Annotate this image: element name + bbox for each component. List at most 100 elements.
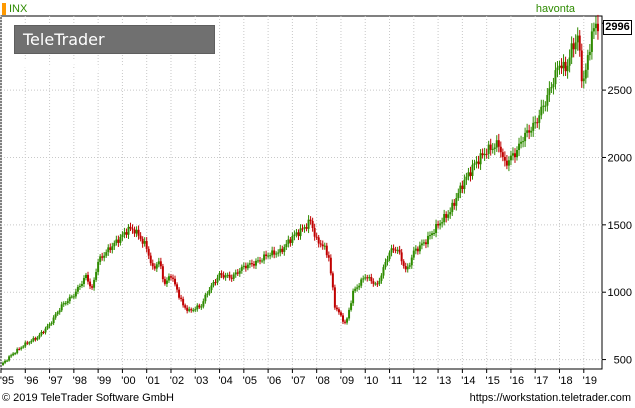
candle-up bbox=[40, 331, 43, 335]
candle-up bbox=[574, 42, 577, 50]
candle-down bbox=[289, 239, 292, 243]
x-tick-label: '13 bbox=[437, 375, 451, 387]
x-tick-label: '08 bbox=[316, 375, 330, 387]
candle-down bbox=[178, 289, 181, 298]
candle-up bbox=[56, 312, 59, 315]
candle-up bbox=[362, 278, 365, 280]
candle-up bbox=[552, 84, 555, 88]
candle-up bbox=[192, 309, 195, 311]
candle-up bbox=[414, 248, 417, 251]
candle-down bbox=[163, 279, 166, 284]
candle-down bbox=[125, 232, 128, 235]
candle-down bbox=[497, 140, 500, 147]
candle-down bbox=[453, 202, 456, 206]
candle-up bbox=[194, 309, 197, 311]
x-tick-label: '16 bbox=[510, 375, 524, 387]
watermark-product: WorkStation bbox=[23, 57, 136, 76]
candle-up bbox=[471, 164, 474, 176]
candle-up bbox=[202, 301, 205, 307]
candle-up bbox=[206, 293, 209, 295]
candle-up bbox=[58, 310, 61, 313]
candle-down bbox=[315, 236, 318, 238]
candle-up bbox=[2, 362, 5, 365]
candle-up bbox=[283, 247, 286, 252]
candle-up bbox=[8, 356, 11, 361]
candle-up bbox=[493, 147, 496, 149]
candle-down bbox=[250, 263, 253, 265]
candle-up bbox=[524, 132, 527, 142]
candle-up bbox=[507, 160, 510, 166]
candle-up bbox=[422, 242, 425, 244]
candle-down bbox=[159, 261, 162, 267]
candle-down bbox=[416, 248, 419, 252]
x-tick-label: '00 bbox=[121, 375, 135, 387]
candle-down bbox=[481, 153, 484, 156]
y-tick-label: 2500 bbox=[608, 85, 632, 97]
candle-up bbox=[378, 280, 381, 284]
candle-up bbox=[246, 264, 249, 269]
candle-up bbox=[279, 248, 282, 253]
candle-down bbox=[301, 228, 304, 230]
candle-down bbox=[309, 219, 312, 221]
candle-down bbox=[344, 321, 347, 323]
candle-down bbox=[265, 254, 268, 257]
source-url-link[interactable]: https://workstation.teletrader.com bbox=[469, 392, 631, 404]
candle-down bbox=[321, 244, 324, 247]
candle-up bbox=[518, 143, 521, 151]
candle-up bbox=[115, 239, 118, 243]
candle-up bbox=[420, 243, 423, 246]
candle-up bbox=[60, 304, 63, 311]
candle-up bbox=[588, 51, 591, 56]
candle-up bbox=[293, 234, 296, 237]
candle-up bbox=[433, 232, 436, 234]
candle-up bbox=[441, 222, 444, 224]
candle-up bbox=[463, 179, 466, 190]
candle-down bbox=[424, 242, 427, 245]
candle-down bbox=[536, 122, 539, 124]
candle-up bbox=[562, 61, 565, 69]
candle-up bbox=[439, 223, 442, 226]
candle-down bbox=[18, 348, 21, 350]
candle-up bbox=[208, 290, 211, 294]
candle-down bbox=[147, 248, 150, 256]
candle-up bbox=[107, 247, 110, 253]
candle-up bbox=[358, 285, 361, 288]
candle-up bbox=[426, 235, 429, 245]
candle-down bbox=[564, 61, 567, 72]
candle-up bbox=[78, 285, 81, 287]
x-tick-label: '12 bbox=[413, 375, 427, 387]
candle-up bbox=[70, 296, 73, 298]
candle-up bbox=[93, 279, 96, 288]
candle-up bbox=[526, 130, 529, 133]
candle-up bbox=[354, 288, 357, 291]
candle-up bbox=[254, 260, 257, 266]
price-chart[interactable]: '95 '96 '97 '98 '99 '00 '01 '02 '03 '04 '05 '06 '07 '… bbox=[0, 0, 635, 390]
candle-up bbox=[24, 342, 27, 347]
candle-up bbox=[483, 153, 486, 156]
candle-up bbox=[388, 252, 391, 260]
candle-up bbox=[204, 294, 207, 302]
candle-up bbox=[113, 242, 116, 247]
candle-up bbox=[82, 278, 85, 284]
x-tick-label: '19 bbox=[583, 375, 597, 387]
candle-up bbox=[356, 287, 359, 289]
candle-up bbox=[269, 255, 272, 257]
candle-down bbox=[313, 228, 316, 237]
candle-up bbox=[443, 214, 446, 223]
candle-down bbox=[26, 342, 29, 344]
candle-up bbox=[374, 283, 377, 285]
candle-up bbox=[586, 55, 589, 70]
y-tick-label: 2000 bbox=[608, 152, 632, 164]
candle-up bbox=[386, 259, 389, 262]
candle-up bbox=[36, 337, 39, 340]
candle-down bbox=[139, 235, 142, 239]
candle-down bbox=[190, 309, 193, 311]
candle-up bbox=[28, 342, 31, 344]
candle-up bbox=[12, 353, 15, 356]
candle-up bbox=[76, 286, 79, 292]
candle-up bbox=[532, 122, 535, 131]
candle-down bbox=[477, 161, 480, 165]
candle-down bbox=[244, 265, 247, 269]
y-tick-label: 1000 bbox=[608, 287, 632, 299]
x-tick-label: '03 bbox=[194, 375, 208, 387]
